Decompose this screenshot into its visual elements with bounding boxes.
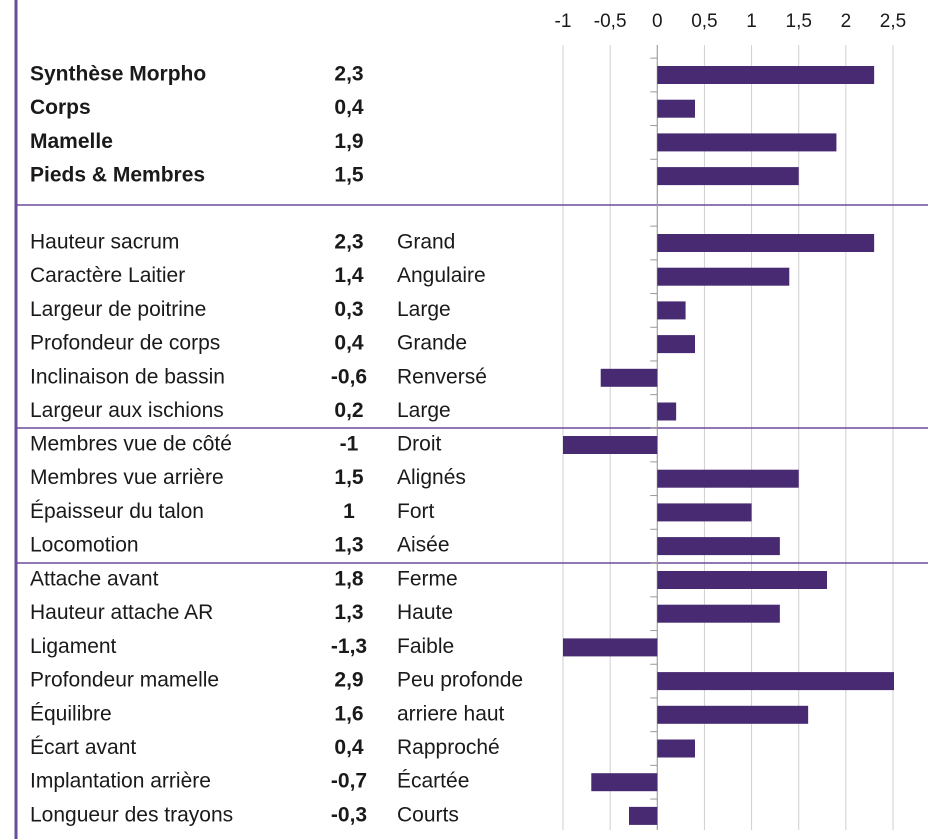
bars — [563, 66, 894, 825]
row-label: Caractère Laitier — [30, 264, 185, 287]
x-tick-label: 0,5 — [691, 11, 717, 32]
bar — [657, 705, 809, 724]
row-label: Profondeur mamelle — [30, 669, 219, 692]
row-description: Large — [397, 399, 451, 422]
value-label: 2,3 — [334, 231, 363, 254]
row-description: arriere haut — [397, 702, 505, 725]
texts: -1 -0,5 0 0,5 1 1,5 2 2,5 Synthèse Morpho 2,3 Corp… — [30, 11, 906, 826]
row-label: Écart avant — [30, 736, 136, 759]
value-label: 1,4 — [334, 264, 364, 287]
x-tick-label: -0,5 — [594, 11, 627, 32]
row-description: Faible — [397, 635, 454, 658]
row-label: Implantation arrière — [30, 770, 211, 793]
row-description: Peu profonde — [397, 669, 523, 692]
value-label: 1,3 — [334, 534, 363, 557]
row-description: Aisée — [397, 534, 450, 557]
value-label: 0,3 — [334, 298, 363, 321]
row-label: Membres vue de côté — [30, 433, 232, 456]
row-description: Droit — [397, 433, 442, 456]
bar — [657, 66, 875, 84]
value-label: 1,3 — [334, 601, 363, 624]
bar — [657, 571, 827, 589]
value-label: -0,6 — [331, 365, 367, 388]
row-description: Grand — [397, 231, 455, 254]
x-tick-label: 2 — [841, 11, 852, 32]
bar — [657, 537, 780, 556]
bar — [657, 99, 695, 118]
row-label: Ligament — [30, 635, 117, 658]
row-description: Grande — [397, 332, 467, 355]
row-description: Large — [397, 298, 451, 321]
row-description: Fort — [397, 500, 435, 523]
bar — [657, 604, 780, 623]
x-tick-label: 1,5 — [786, 11, 812, 32]
row-description: Écartée — [397, 770, 469, 793]
row-label: Synthèse Morpho — [30, 63, 206, 86]
row-description: Angulaire — [397, 264, 486, 287]
bar — [600, 368, 658, 387]
value-label: 0,4 — [334, 96, 364, 119]
row-label: Locomotion — [30, 534, 139, 557]
row-description: Rapproché — [397, 736, 500, 759]
value-label: 1 — [343, 500, 355, 523]
bar — [563, 436, 658, 454]
bar — [657, 167, 799, 186]
bar — [657, 267, 790, 286]
row-description: Ferme — [397, 568, 458, 591]
bar — [629, 806, 658, 825]
row-label: Hauteur attache AR — [30, 601, 213, 624]
row-description: Courts — [397, 803, 459, 826]
row-label: Équilibre — [30, 702, 112, 725]
value-label: 1,6 — [334, 702, 363, 725]
value-label: 1,9 — [334, 130, 363, 153]
value-label: -0,7 — [331, 770, 367, 793]
row-label: Longueur des trayons — [30, 803, 233, 826]
row-label: Pieds & Membres — [30, 164, 205, 187]
value-label: 0,2 — [334, 399, 363, 422]
bar — [591, 773, 658, 792]
value-label: -0,3 — [331, 803, 367, 826]
row-label: Membres vue arrière — [30, 466, 224, 489]
x-tick-label: 2,5 — [880, 11, 906, 32]
row-label: Largeur aux ischions — [30, 399, 224, 422]
x-tick-label: 1 — [746, 11, 757, 32]
row-label: Corps — [30, 96, 91, 119]
x-tick-label: 0 — [652, 11, 663, 32]
bar — [657, 133, 837, 152]
row-label: Épaisseur du talon — [30, 500, 204, 523]
row-label: Mamelle — [30, 130, 113, 153]
row-description: Renversé — [397, 365, 487, 388]
bar — [657, 672, 894, 691]
row-description: Haute — [397, 601, 453, 624]
value-label: 1,8 — [334, 568, 364, 591]
row-label: Profondeur de corps — [30, 332, 220, 355]
value-label: 0,4 — [334, 736, 364, 759]
bar — [657, 234, 875, 252]
bar — [563, 638, 658, 657]
row-label: Attache avant — [30, 568, 159, 591]
row-label: Largeur de poitrine — [30, 298, 206, 321]
row-label: Hauteur sacrum — [30, 231, 179, 254]
value-label: -1,3 — [331, 635, 367, 658]
value-label: 2,9 — [334, 669, 363, 692]
row-label: Inclinaison de bassin — [30, 365, 225, 388]
bar — [657, 739, 695, 758]
bar — [657, 503, 752, 522]
value-label: -1 — [340, 433, 359, 456]
bar — [657, 402, 677, 421]
value-label: 1,5 — [334, 466, 364, 489]
bar — [657, 301, 686, 320]
value-label: 0,4 — [334, 332, 364, 355]
bar — [657, 469, 799, 488]
x-tick-label: -1 — [555, 11, 572, 32]
value-label: 2,3 — [334, 63, 363, 86]
row-description: Alignés — [397, 466, 466, 489]
value-label: 1,5 — [334, 164, 364, 187]
bar — [657, 335, 695, 354]
